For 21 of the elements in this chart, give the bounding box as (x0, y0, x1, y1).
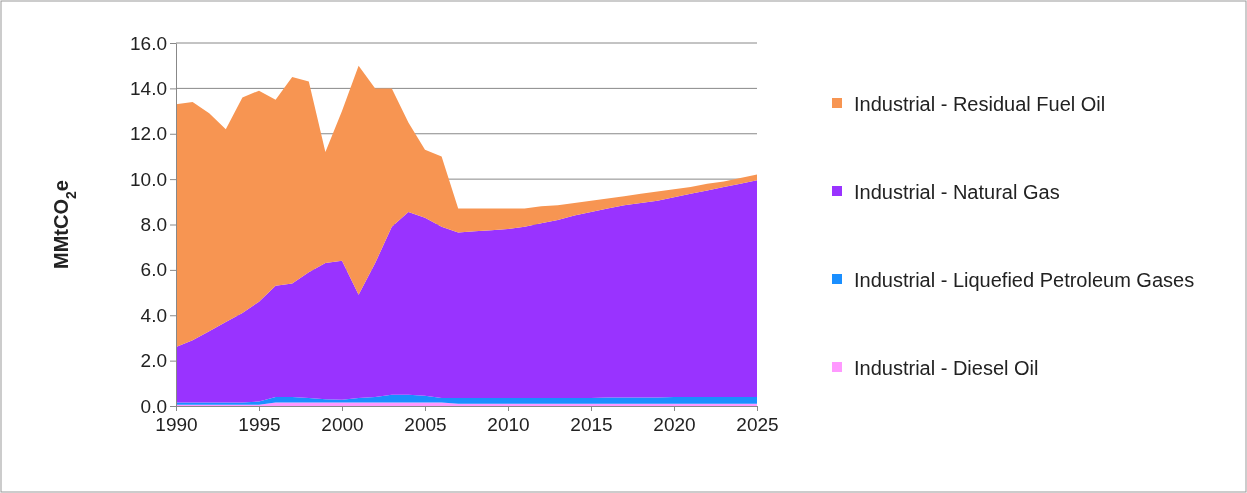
legend-label: Industrial - Residual Fuel Oil (854, 93, 1106, 116)
x-tick-label: 2015 (570, 414, 613, 436)
y-tick-label: 16.0 (130, 32, 167, 54)
x-tick-label: 2025 (736, 414, 779, 436)
x-tick-label: 1995 (238, 414, 281, 436)
y-tick-label: 6.0 (140, 259, 167, 281)
legend-label: Industrial - Natural Gas (854, 181, 1060, 204)
legend-label: Industrial - Diesel Oil (854, 357, 1039, 380)
x-tick-label: 1990 (155, 414, 198, 436)
x-tick-label: 2005 (404, 414, 447, 436)
y-tick-label: 0.0 (140, 395, 167, 417)
x-tick-label: 2020 (653, 414, 696, 436)
legend-label: Industrial - Liquefied Petroleum Gases (854, 269, 1195, 292)
x-tick-label: 2010 (487, 414, 530, 436)
y-tick-label: 12.0 (130, 123, 167, 145)
y-tick-label: 2.0 (140, 350, 167, 372)
y-tick-label: 14.0 (130, 77, 167, 99)
y-tick-label: 4.0 (140, 304, 167, 326)
y-tick-label: 8.0 (140, 214, 167, 236)
x-tick-label: 2000 (321, 414, 364, 436)
y-tick-label: 10.0 (130, 168, 167, 190)
